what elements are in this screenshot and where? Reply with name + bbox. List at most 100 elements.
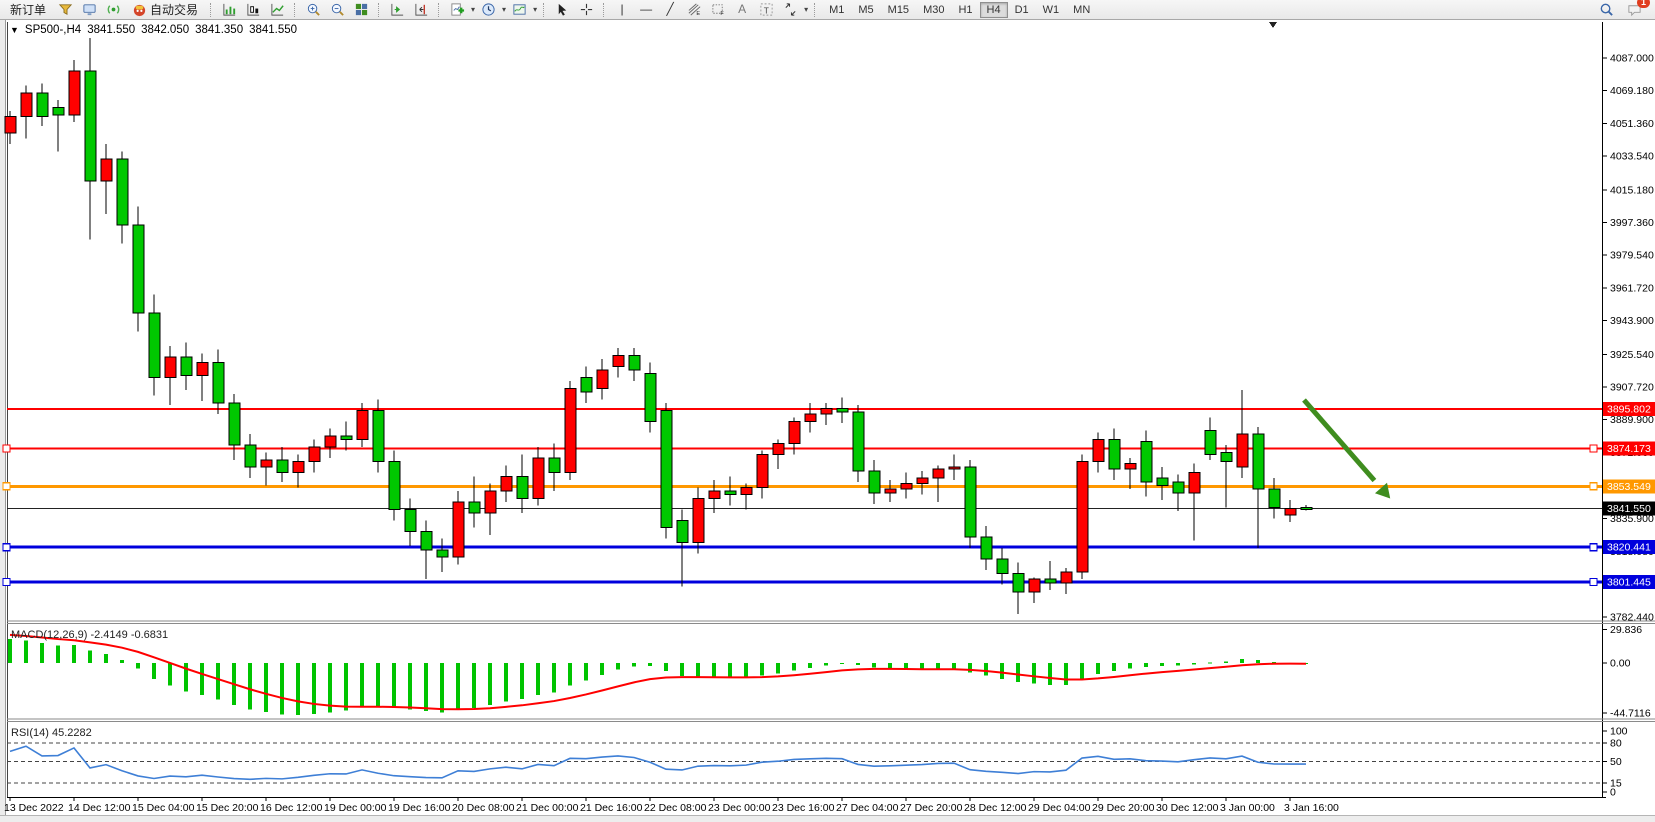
- svg-text:19 Dec 16:00: 19 Dec 16:00: [388, 802, 451, 814]
- candle: [644, 373, 657, 422]
- svg-text:3801.445: 3801.445: [1607, 576, 1651, 588]
- candle: [180, 356, 193, 376]
- svg-text:21 Dec 00:00: 21 Dec 00:00: [516, 802, 579, 814]
- chart-shift-marker[interactable]: [1269, 22, 1277, 28]
- search-icon[interactable]: [1595, 0, 1617, 19]
- svg-text:23 Dec 16:00: 23 Dec 16:00: [772, 802, 835, 814]
- hline-handle[interactable]: [1589, 482, 1598, 491]
- tile-windows-icon[interactable]: [350, 0, 372, 19]
- hline-handle[interactable]: [1589, 542, 1598, 552]
- indicators-dropdown-caret[interactable]: ▾: [471, 5, 476, 14]
- arrows-dropdown-caret[interactable]: ▾: [804, 5, 809, 14]
- candlestick-chart-icon[interactable]: [242, 0, 264, 19]
- candle: [596, 369, 609, 389]
- hline-handle[interactable]: [2, 577, 11, 587]
- terminal-icon[interactable]: [78, 0, 100, 19]
- svg-text:21 Dec 16:00: 21 Dec 16:00: [580, 802, 643, 814]
- candle: [340, 435, 353, 441]
- candle: [852, 411, 865, 472]
- candle: [100, 158, 113, 182]
- candle: [116, 158, 129, 226]
- notifications-icon[interactable]: 1: [1623, 0, 1650, 19]
- candle: [404, 508, 417, 532]
- new-order-label: 新订单: [10, 3, 47, 17]
- svg-text:F: F: [720, 11, 724, 17]
- candle: [484, 490, 497, 514]
- fibonacci-tool-icon[interactable]: E: [683, 0, 705, 19]
- time-axis[interactable]: 13 Dec 2022 14 Dec 12:00 15 Dec 04:00 15 De…: [4, 797, 1339, 814]
- price-badge-3895.802: 3895.802: [1603, 401, 1655, 416]
- svg-text:15 Dec 20:00: 15 Dec 20:00: [196, 802, 259, 814]
- candle: [564, 387, 577, 474]
- timeframe-button-w1[interactable]: W1: [1042, 3, 1060, 16]
- hline-handle[interactable]: [1589, 444, 1598, 453]
- candle: [52, 107, 65, 116]
- funnel-icon[interactable]: [54, 0, 76, 19]
- candle: [836, 407, 849, 413]
- autotrading-button[interactable]: 自动交易: [126, 0, 204, 20]
- timeframe-button-m1[interactable]: M1: [829, 3, 845, 16]
- arrows-tool-icon[interactable]: [779, 0, 801, 19]
- trendline-tool-icon[interactable]: ╱: [666, 2, 674, 16]
- line-chart-icon[interactable]: [266, 0, 288, 19]
- candle: [884, 488, 897, 494]
- templates-button[interactable]: [508, 0, 530, 19]
- text-tool-icon[interactable]: A: [738, 2, 747, 16]
- horizontal-line-tool-icon[interactable]: —: [640, 2, 653, 16]
- hline-handle[interactable]: [2, 444, 11, 453]
- svg-text:3853.549: 3853.549: [1607, 481, 1651, 493]
- indicators-button[interactable]: [446, 0, 468, 19]
- svg-text:29 Dec 20:00: 29 Dec 20:00: [1092, 802, 1155, 814]
- vertical-line-tool-icon[interactable]: |: [620, 2, 624, 16]
- timeframe-button-m15[interactable]: M15: [887, 3, 910, 16]
- crosshair-icon[interactable]: [575, 0, 597, 19]
- signals-icon[interactable]: [102, 0, 124, 19]
- candle: [868, 470, 881, 494]
- bar-chart-icon[interactable]: [218, 0, 240, 19]
- candle: [1124, 463, 1137, 470]
- svg-text:3820.441: 3820.441: [1607, 542, 1651, 554]
- trend-arrow-annotation[interactable]: [1302, 398, 1391, 499]
- candle: [820, 407, 833, 415]
- candle: [1092, 439, 1105, 463]
- svg-text:13 Dec 2022: 13 Dec 2022: [4, 802, 64, 814]
- auto-scroll-icon[interactable]: [386, 0, 408, 19]
- hline-handle[interactable]: [2, 542, 11, 552]
- cursor-icon[interactable]: [551, 0, 573, 19]
- timeframe-button-h1[interactable]: H1: [958, 3, 973, 16]
- svg-text:3841.550: 3841.550: [1607, 503, 1651, 515]
- candle: [788, 420, 801, 444]
- hline-handle[interactable]: [2, 482, 11, 491]
- candle: [1236, 433, 1249, 468]
- timeframe-button-mn[interactable]: MN: [1073, 3, 1091, 16]
- timeframe-button-d1[interactable]: D1: [1014, 3, 1029, 16]
- timeframe-button-m5[interactable]: M5: [858, 3, 874, 16]
- text-label-tool-icon[interactable]: T: [755, 0, 777, 19]
- timeframe-button-m30[interactable]: M30: [923, 3, 945, 16]
- chart-shift-icon[interactable]: [410, 0, 432, 19]
- candle: [1060, 571, 1073, 584]
- objects-list-icon[interactable]: F: [707, 0, 729, 19]
- chart-high-value: 3842.050: [141, 24, 190, 36]
- periods-dropdown-caret[interactable]: ▾: [502, 5, 507, 14]
- zoom-in-icon[interactable]: [302, 0, 324, 19]
- periods-clock-button[interactable]: [477, 0, 499, 19]
- chart-symbol-period: SP500-,H4: [24, 24, 82, 36]
- candle: [228, 402, 241, 446]
- hline-handle[interactable]: [1589, 577, 1598, 587]
- autotrading-robot-icon: [133, 4, 146, 17]
- templates-dropdown-caret[interactable]: ▾: [533, 5, 538, 14]
- candle: [164, 356, 177, 378]
- svg-text:14 Dec 12:00: 14 Dec 12:00: [68, 802, 131, 814]
- zoom-out-icon[interactable]: [326, 0, 348, 19]
- svg-text:15: 15: [1610, 777, 1622, 789]
- svg-text:4087.000: 4087.000: [1610, 53, 1654, 65]
- timeframe-button-h4[interactable]: H4: [979, 1, 1008, 18]
- horizontal-lines[interactable]: [2, 407, 1602, 587]
- new-order-button[interactable]: 新订单: [4, 0, 52, 20]
- rsi-label: RSI(14) 45.2282: [11, 727, 92, 739]
- candle: [724, 490, 737, 496]
- price-badge-3820.441: 3820.441: [1603, 540, 1655, 555]
- symbol-dropdown-icon[interactable]: ▼: [10, 25, 19, 35]
